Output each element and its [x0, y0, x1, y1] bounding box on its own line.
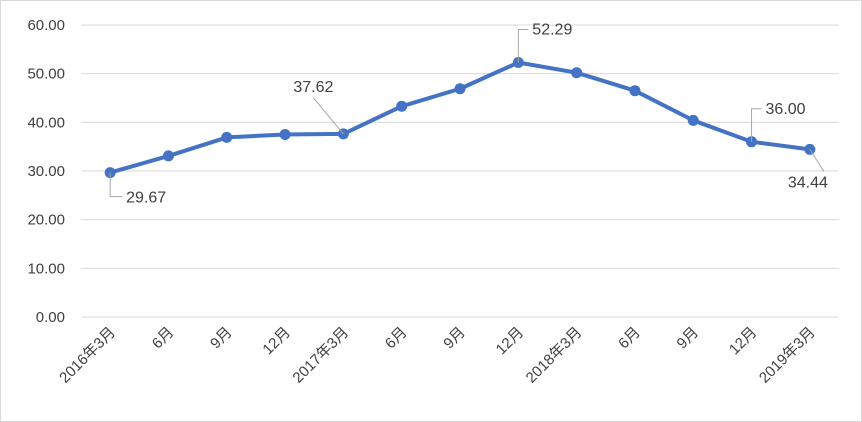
leader-line [809, 149, 825, 172]
data-point [629, 85, 641, 97]
x-tick-label: 9月 [207, 324, 236, 353]
data-label: 34.44 [788, 174, 828, 191]
x-tick-label: 6月 [615, 324, 644, 353]
y-tick-label: 20.00 [27, 212, 65, 229]
x-tick-label: 12月 [259, 324, 293, 358]
series-line [108, 60, 812, 175]
x-tick-label: 2016年3月 [56, 324, 119, 387]
data-point [512, 57, 524, 69]
x-tick-label: 12月 [493, 324, 527, 358]
leader-line [109, 172, 123, 198]
y-tick-label: 60.00 [27, 17, 65, 34]
x-tick-label: 2018年3月 [523, 324, 586, 387]
leader-line [751, 108, 762, 142]
data-point [162, 150, 174, 162]
y-tick-label: 30.00 [27, 163, 65, 180]
data-label: 37.62 [293, 79, 333, 96]
x-tick-label: 2019年3月 [756, 324, 819, 387]
x-tick-label: 9月 [674, 324, 703, 353]
data-point [221, 131, 233, 143]
x-tick-label: 9月 [440, 324, 469, 353]
data-label: 52.29 [532, 22, 572, 39]
data-point [279, 129, 291, 140]
x-tick-label: 2017年3月 [289, 324, 352, 387]
x-tick-label: 6月 [149, 324, 178, 353]
leader-line [517, 29, 529, 63]
data-label: 29.67 [126, 190, 166, 207]
data-point [687, 114, 699, 126]
y-tick-label: 0.00 [36, 309, 65, 326]
x-tick-label: 12月 [726, 324, 760, 358]
data-point [454, 83, 466, 95]
data-point [571, 67, 583, 79]
leader-line [313, 97, 344, 135]
y-tick-label: 10.00 [27, 260, 65, 277]
data-label: 36.00 [766, 101, 806, 118]
y-tick-label: 50.00 [27, 66, 65, 83]
x-tick-label: 6月 [382, 324, 411, 353]
data-point [396, 100, 408, 112]
y-tick-label: 40.00 [27, 114, 65, 131]
